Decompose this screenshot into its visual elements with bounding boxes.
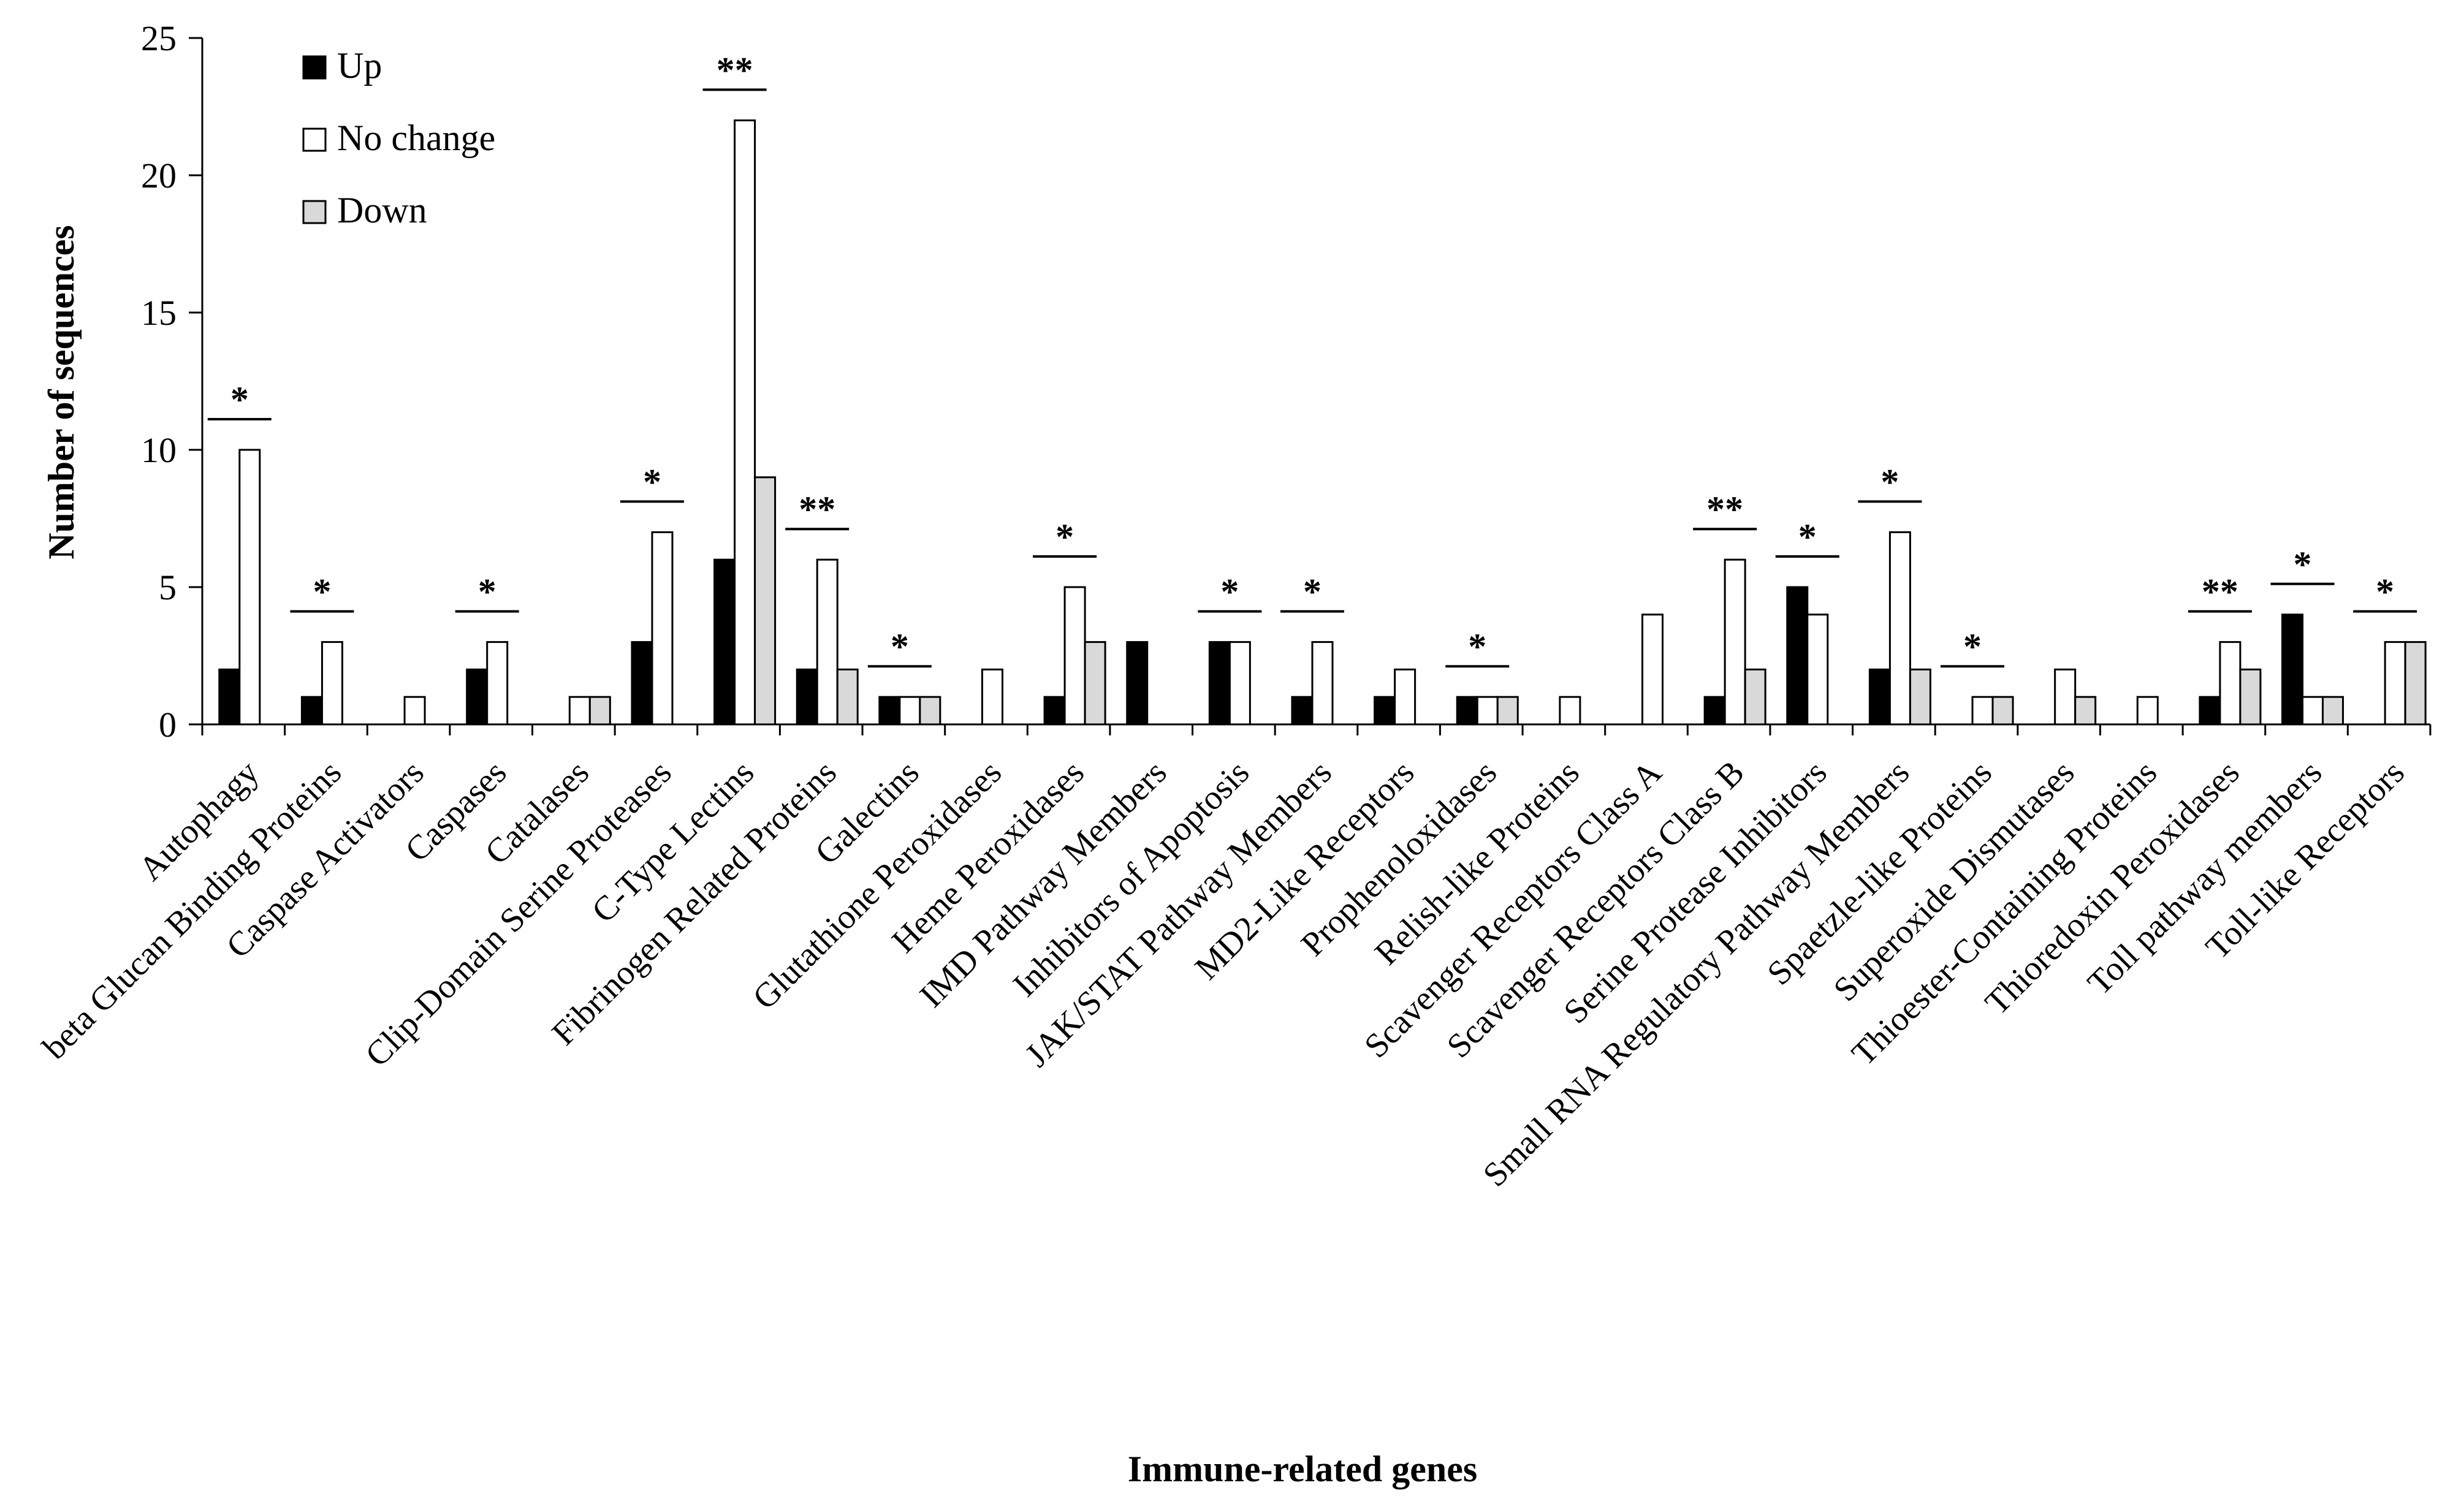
bar-down (754, 476, 777, 726)
significance-label: * (1303, 572, 1321, 612)
bar-up (713, 558, 736, 726)
bar-up (2199, 696, 2221, 726)
significance-label: * (643, 461, 661, 502)
y-tick-label: 20 (141, 156, 177, 195)
bar-no-change (486, 641, 509, 726)
bar-up (218, 668, 241, 726)
significance-label: * (1880, 461, 1899, 502)
bar-no-change (1228, 641, 1251, 726)
y-tick-label: 10 (141, 430, 177, 470)
bar-up (1786, 586, 1809, 726)
y-axis: 0 5 10 15 20 25 (141, 18, 203, 745)
bar-no-change (1806, 613, 1829, 726)
significance-label: * (2294, 544, 2312, 585)
significance-label: * (1798, 517, 1817, 557)
legend-label-no-change: No change (337, 118, 495, 158)
bar-up (796, 668, 818, 726)
legend-swatch-no-change (302, 127, 327, 152)
bar-up (1703, 696, 1726, 726)
significance-label: ** (1706, 489, 1743, 530)
bar-up (878, 696, 901, 726)
legend: Up No change Down (302, 45, 495, 230)
significance-label: * (478, 572, 496, 612)
bar-down (919, 696, 941, 726)
bar-no-change (981, 668, 1003, 726)
bar-no-change (1063, 586, 1086, 726)
bar-down (588, 696, 611, 726)
bar-no-change (2384, 641, 2406, 726)
bar-down (1909, 668, 1931, 726)
bar-down (836, 668, 859, 726)
significance-label: * (1055, 517, 1074, 557)
bar-up (631, 641, 653, 726)
y-tick-label: 5 (159, 567, 177, 607)
bar-no-change (1394, 668, 1416, 726)
bar-up (1374, 696, 1396, 726)
bar-no-change (2054, 668, 2077, 726)
bars (218, 119, 2427, 726)
bar-up (300, 696, 323, 726)
bar-no-change (2136, 696, 2159, 726)
bar-down (1744, 668, 1766, 726)
bar-no-change (651, 531, 674, 726)
legend-label-up: Up (337, 45, 382, 86)
bar-no-change (1888, 531, 1911, 726)
significance-annotations: ** ********* *********** (207, 50, 2417, 668)
significance-label: * (230, 379, 249, 420)
bar-up (1868, 668, 1891, 726)
bar-no-change (1724, 558, 1746, 726)
significance-label: * (1468, 626, 1486, 667)
bar-no-change (1311, 641, 1334, 726)
significance-label: * (313, 572, 331, 612)
bar-down (2074, 696, 2097, 726)
bar-no-change (816, 558, 838, 726)
significance-label: * (1220, 572, 1239, 612)
bar-no-change (321, 641, 343, 726)
significance-label: * (2376, 572, 2394, 612)
legend-label-down: Down (337, 190, 427, 230)
significance-label: ** (2202, 572, 2238, 612)
bar-down (1496, 696, 1519, 726)
bar-no-change (1476, 696, 1499, 726)
bar-up (1126, 641, 1149, 726)
y-tick-label: 25 (141, 18, 177, 58)
x-axis-title: Immune-related genes (1128, 1449, 1477, 1489)
bar-up (1291, 696, 1314, 726)
bar-no-change (2302, 696, 2324, 726)
y-tick-label: 15 (141, 293, 177, 333)
significance-label: * (891, 626, 909, 667)
bar-no-change (403, 696, 426, 726)
bar-down (2404, 641, 2427, 726)
significance-label: ** (799, 489, 835, 530)
bar-up (466, 668, 489, 726)
bar-up (1208, 641, 1231, 726)
bar-no-change (734, 119, 756, 726)
bar-down (1084, 641, 1106, 726)
significance-label: * (1963, 626, 1982, 667)
bar-no-change (568, 696, 591, 726)
bar-down (2322, 696, 2344, 726)
bar-up (1456, 696, 1478, 726)
legend-swatch-down (302, 200, 327, 224)
y-axis-title: Number of sequences (41, 225, 82, 560)
significance-label: ** (717, 50, 753, 90)
bar-no-change (1559, 696, 1581, 726)
bar-down (2239, 668, 2262, 726)
y-tick-label: 0 (159, 705, 177, 745)
x-axis (201, 723, 2432, 735)
bar-up (1043, 696, 1066, 726)
bar-no-change (238, 449, 261, 726)
legend-swatch-up (302, 55, 327, 80)
bar-no-change (2219, 641, 2242, 726)
bar-down (1991, 696, 2014, 726)
bar-no-change (1971, 696, 1994, 726)
bar-no-change (899, 696, 921, 726)
bar-no-change (1641, 613, 1664, 726)
bar-up (2281, 613, 2304, 726)
